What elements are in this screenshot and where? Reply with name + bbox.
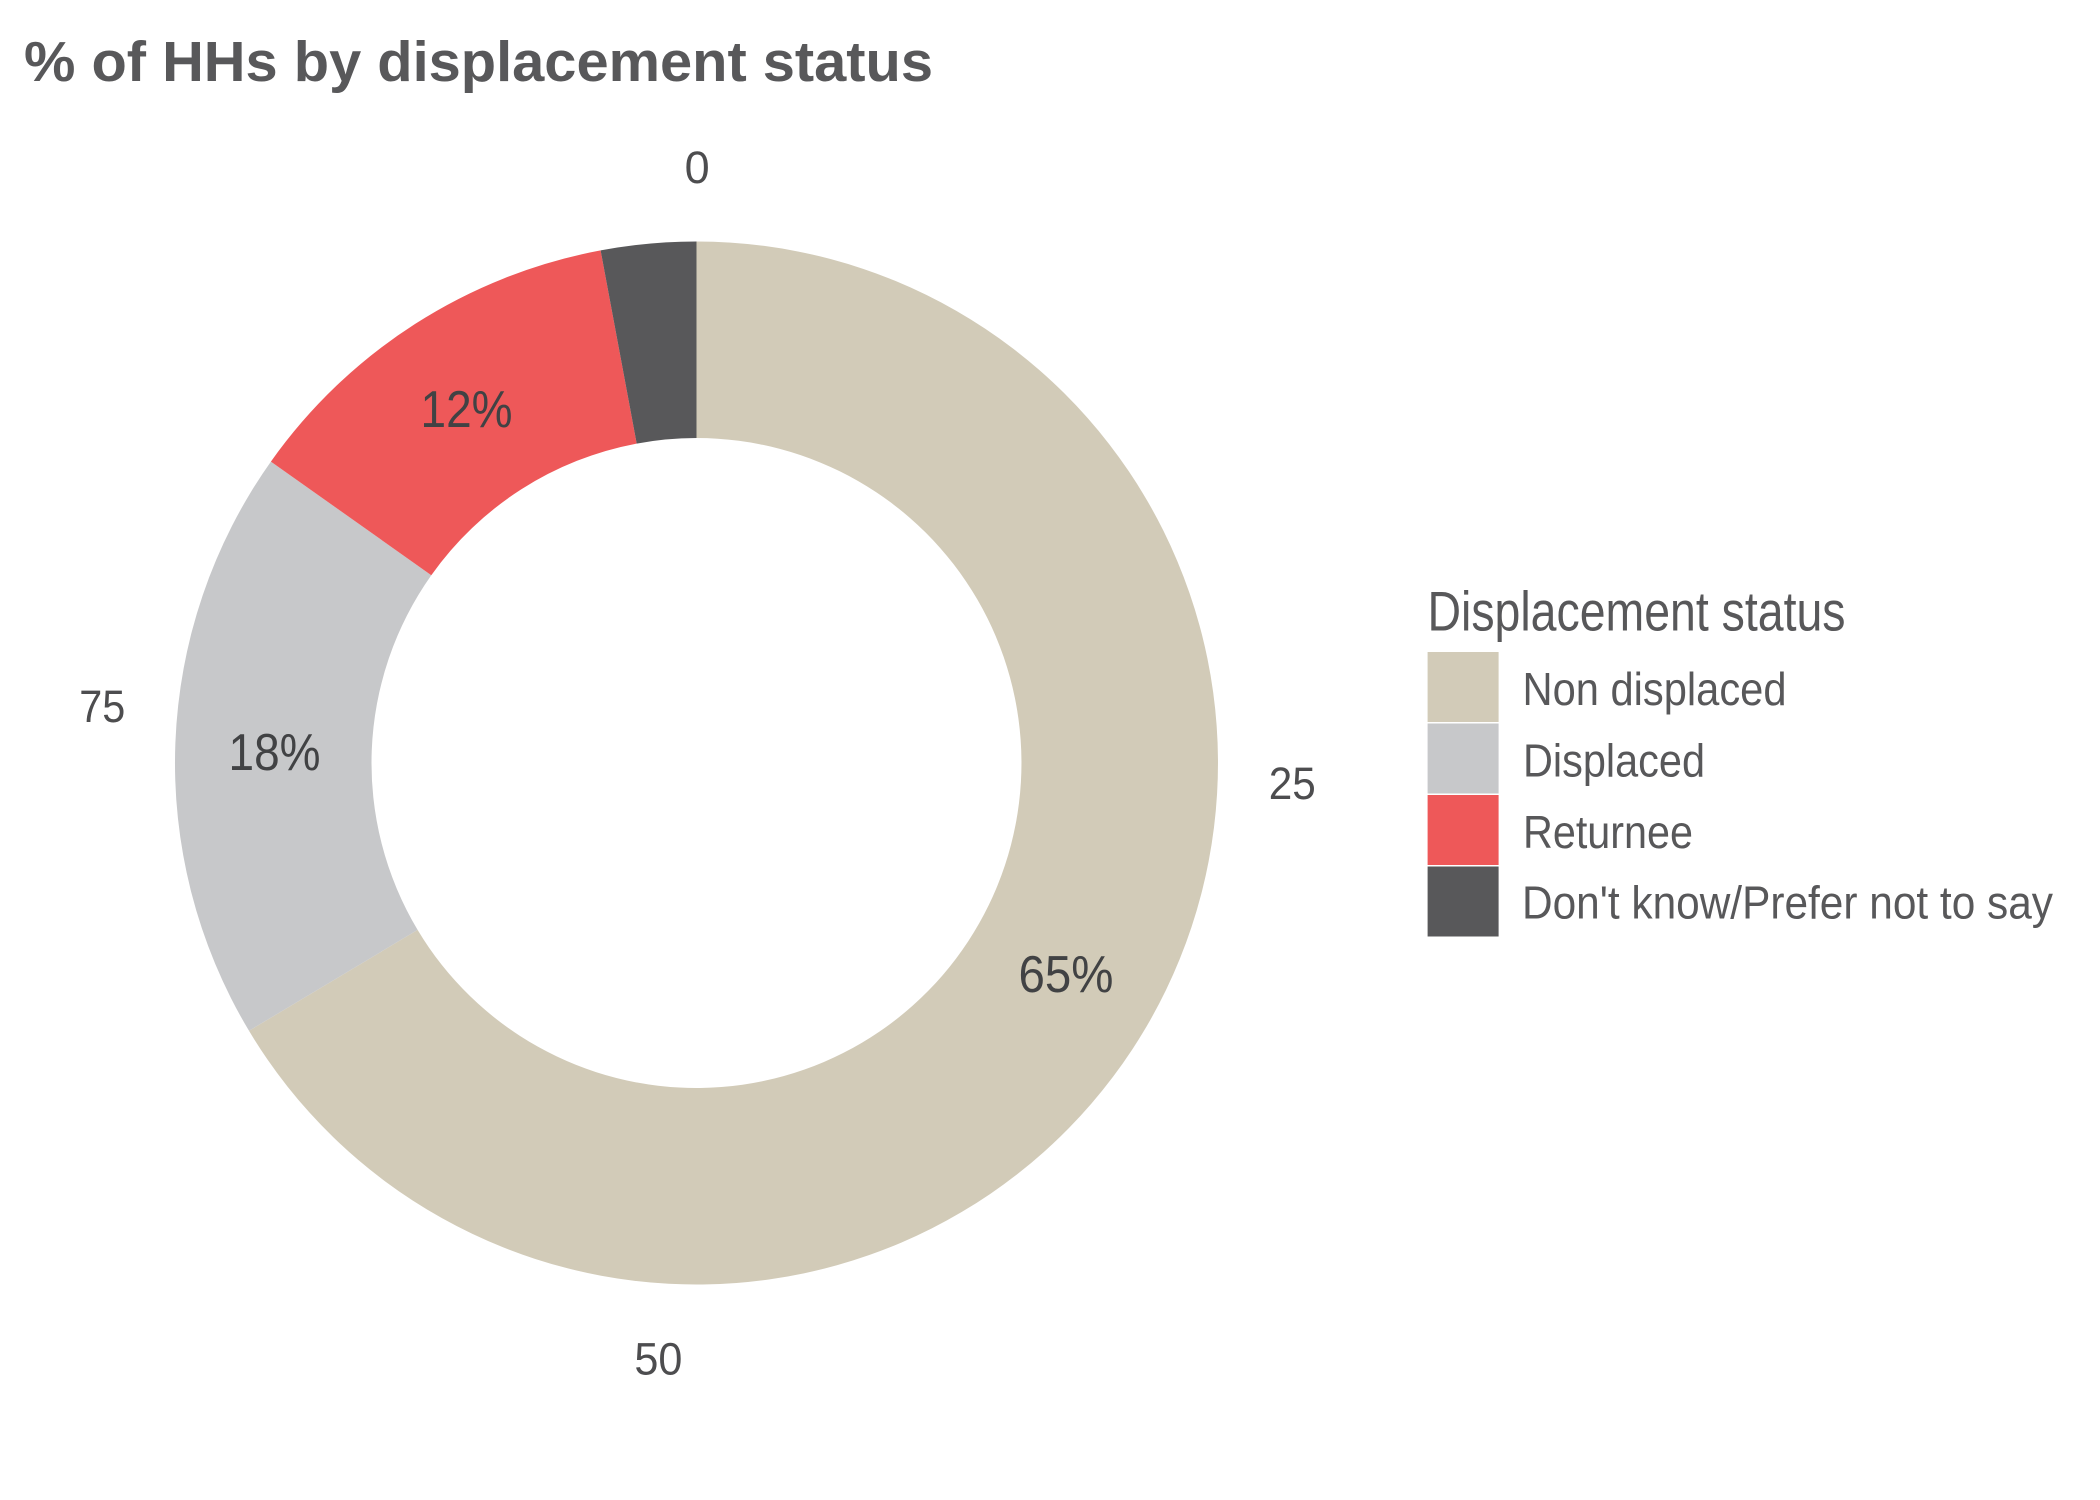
- svg-text:12%: 12%: [421, 381, 513, 439]
- svg-text:18%: 18%: [229, 724, 321, 782]
- svg-text:Displacement status: Displacement status: [1428, 580, 1846, 643]
- svg-text:65%: 65%: [1019, 946, 1114, 1004]
- svg-text:75: 75: [79, 681, 125, 732]
- svg-text:50: 50: [634, 1333, 682, 1384]
- svg-text:0: 0: [685, 142, 710, 193]
- svg-text:Displaced: Displaced: [1523, 734, 1705, 786]
- svg-text:Returnee: Returnee: [1523, 806, 1693, 858]
- svg-text:Don't know/Prefer not to say: Don't know/Prefer not to say: [1522, 877, 2053, 929]
- svg-text:% of HHs by displacement statu: % of HHs by displacement status: [24, 30, 933, 94]
- svg-text:Non displaced: Non displaced: [1523, 663, 1787, 715]
- svg-text:25: 25: [1269, 758, 1316, 809]
